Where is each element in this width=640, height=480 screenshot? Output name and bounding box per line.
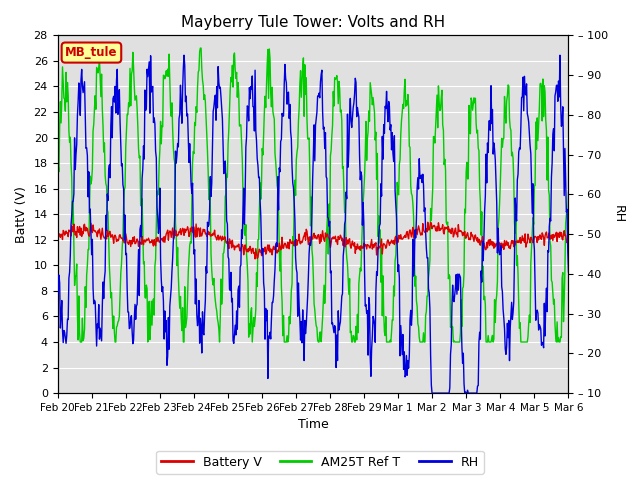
Text: MB_tule: MB_tule [65,46,118,59]
Y-axis label: RH: RH [612,205,625,223]
Y-axis label: BattV (V): BattV (V) [15,186,28,243]
Title: Mayberry Tule Tower: Volts and RH: Mayberry Tule Tower: Volts and RH [181,15,445,30]
X-axis label: Time: Time [298,419,328,432]
Legend: Battery V, AM25T Ref T, RH: Battery V, AM25T Ref T, RH [156,451,484,474]
